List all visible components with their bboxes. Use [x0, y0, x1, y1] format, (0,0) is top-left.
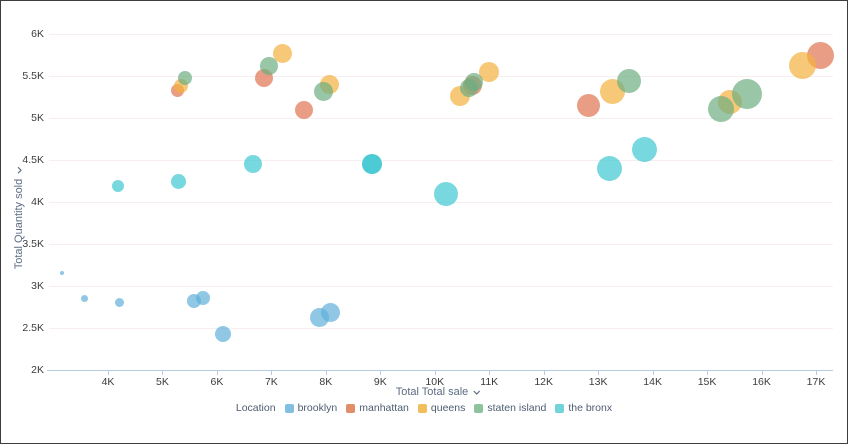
- bubble-queens[interactable]: [273, 43, 293, 63]
- x-tick-label: 15K: [697, 376, 717, 388]
- bubble-brooklyn[interactable]: [80, 295, 88, 303]
- gridline: [49, 118, 833, 119]
- x-tick-mark: [434, 370, 436, 375]
- x-tick-mark: [543, 370, 545, 375]
- legend-label: brooklyn: [297, 402, 338, 414]
- bubble-staten-island[interactable]: [732, 78, 763, 109]
- legend-label: manhattan: [359, 402, 409, 414]
- bubble-the-bronx[interactable]: [631, 136, 657, 162]
- y-tick-label: 4K: [31, 196, 44, 208]
- x-tick-label: 9K: [373, 376, 387, 388]
- y-axis-title-label: Total Quantity sold: [13, 178, 25, 270]
- legend-label: the bronx: [568, 402, 613, 414]
- x-axis-line: [47, 370, 833, 371]
- x-tick-mark: [598, 370, 600, 375]
- legend-item-queens[interactable]: queens: [417, 402, 466, 414]
- bubble-manhattan[interactable]: [577, 93, 601, 117]
- x-tick-mark: [816, 370, 817, 375]
- bubble-manhattan[interactable]: [295, 100, 314, 119]
- bubble-the-bronx[interactable]: [243, 155, 262, 174]
- x-tick-label: 7K: [264, 376, 278, 388]
- bubble-queens[interactable]: [788, 52, 816, 80]
- x-tick-label: 11K: [480, 376, 499, 388]
- bubble-staten-island[interactable]: [259, 56, 278, 75]
- x-tick-label: 13K: [588, 376, 608, 388]
- x-tick-mark: [489, 370, 491, 375]
- legend-item-the-bronx[interactable]: the bronx: [555, 402, 612, 414]
- y-tick-label: 3.5K: [22, 238, 44, 250]
- bubble-brooklyn[interactable]: [195, 290, 210, 305]
- x-tick-label: 14K: [643, 376, 662, 388]
- legend-label: staten island: [487, 402, 547, 414]
- legend-label: queens: [430, 402, 466, 414]
- y-tick-label: 2.5K: [22, 322, 44, 334]
- gridline: [49, 76, 833, 77]
- x-tick-label: 16K: [752, 376, 771, 388]
- legend-title: Location: [235, 402, 276, 414]
- gridline: [49, 286, 833, 287]
- bubble-staten-island[interactable]: [464, 72, 483, 91]
- legend-swatch-queens: [417, 403, 427, 413]
- gridline: [49, 244, 833, 245]
- legend-swatch-staten-island: [474, 403, 484, 413]
- legend-items: brooklyn manhattan queens staten island the …: [284, 402, 612, 414]
- x-tick-label: 10K: [425, 376, 445, 388]
- x-tick-label: 12K: [534, 376, 554, 388]
- x-tick-label: 5K: [156, 376, 169, 388]
- y-tick-label: 4.5K: [22, 154, 44, 166]
- gridline: [49, 34, 833, 35]
- x-tick-mark: [271, 370, 273, 375]
- legend-swatch-manhattan: [346, 403, 356, 413]
- x-tick-mark: [108, 370, 109, 375]
- x-tick-mark: [325, 370, 327, 375]
- x-tick-mark: [380, 370, 382, 375]
- bubble-the-bronx[interactable]: [597, 155, 623, 181]
- bubble-the-bronx[interactable]: [171, 174, 187, 190]
- chevron-down-icon: [17, 167, 22, 175]
- bubble-brooklyn[interactable]: [321, 302, 341, 322]
- x-tick-label: 6K: [210, 376, 224, 388]
- y-tick-label: 5K: [31, 112, 44, 124]
- legend: Location brooklyn manhattan queens staten i…: [1, 402, 847, 414]
- bubble-the-bronx[interactable]: [433, 181, 458, 206]
- chevron-down-icon: [472, 390, 480, 395]
- y-tick-label: 2K: [31, 364, 44, 376]
- y-tick-label: 5.5K: [22, 70, 44, 82]
- x-tick-mark: [216, 370, 218, 375]
- y-axis-title[interactable]: Total Quantity sold: [13, 167, 25, 270]
- bubble-staten-island[interactable]: [177, 70, 192, 85]
- legend-swatch-the-bronx: [555, 403, 565, 413]
- x-tick-mark: [652, 370, 654, 375]
- x-tick-label: 4K: [101, 376, 115, 388]
- bubble-staten-island[interactable]: [314, 82, 334, 102]
- bubble-the-bronx[interactable]: [111, 180, 124, 193]
- gridline: [49, 328, 833, 329]
- x-tick-mark: [761, 370, 763, 375]
- y-tick-label: 6K: [31, 28, 44, 40]
- x-tick-label: 8K: [319, 376, 333, 388]
- x-tick-mark: [707, 370, 709, 375]
- bubble-brooklyn[interactable]: [115, 298, 125, 308]
- bubble-brooklyn[interactable]: [60, 271, 65, 276]
- legend-item-staten-island[interactable]: staten island: [474, 402, 546, 414]
- x-tick-label: 17K: [806, 376, 826, 388]
- legend-item-manhattan[interactable]: manhattan: [346, 402, 409, 414]
- bubble-brooklyn[interactable]: [214, 325, 231, 342]
- x-tick-mark: [162, 370, 164, 375]
- x-axis-title[interactable]: Total Total sale: [396, 386, 481, 398]
- bubble-staten-island[interactable]: [616, 69, 641, 94]
- y-tick-label: 3K: [31, 280, 44, 292]
- bubble-the-bronx[interactable]: [361, 154, 382, 175]
- legend-item-brooklyn[interactable]: brooklyn: [284, 402, 338, 414]
- bubble-staten-island[interactable]: [707, 95, 734, 122]
- legend-swatch-brooklyn: [284, 403, 294, 413]
- gridline: [49, 160, 833, 161]
- x-axis-title-label: Total Total sale: [395, 386, 469, 398]
- bubble-queens[interactable]: [478, 61, 499, 82]
